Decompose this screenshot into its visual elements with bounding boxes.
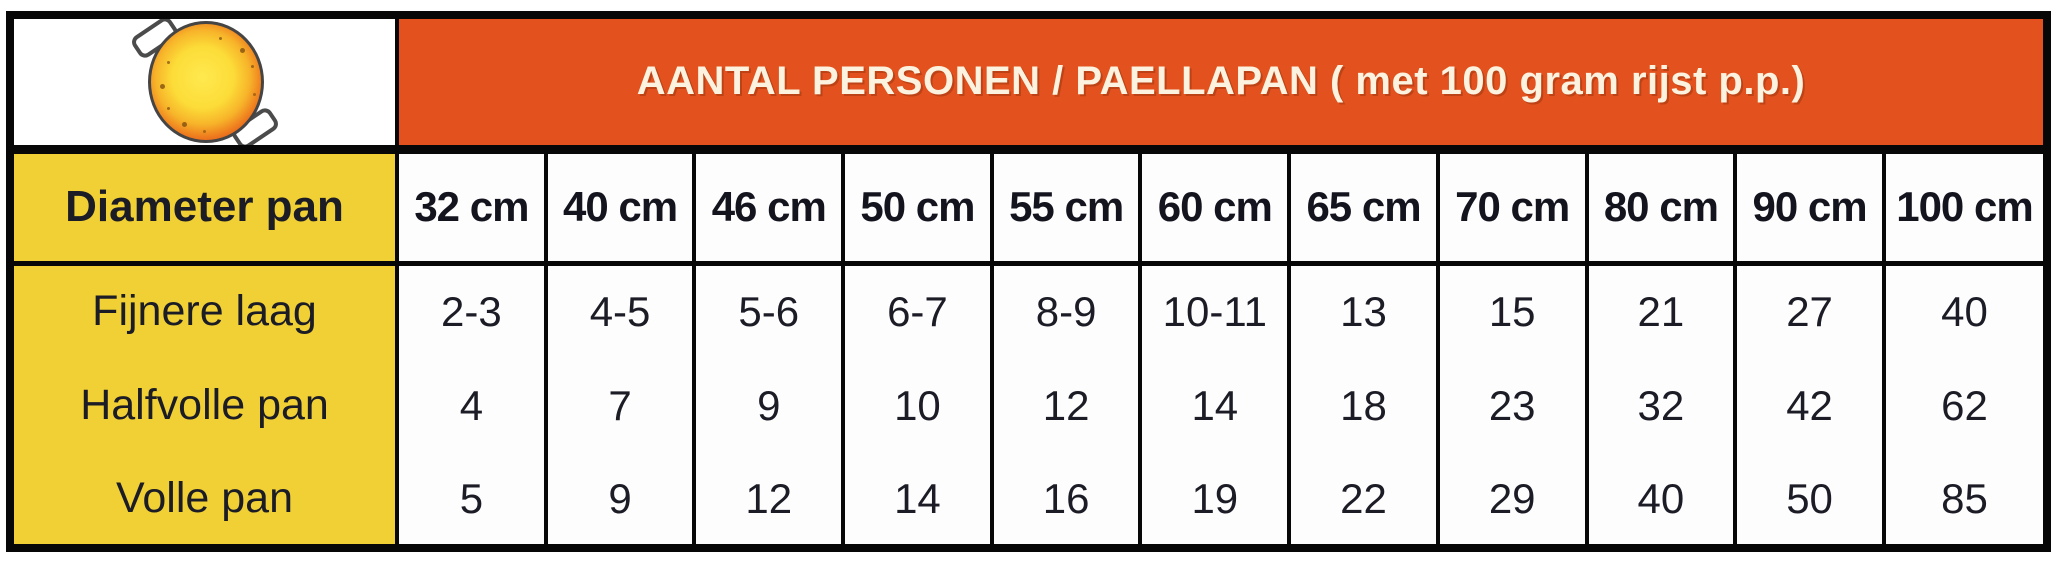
serving-cell: 9 [543, 453, 697, 550]
serving-cell: 5 [395, 453, 548, 550]
serving-cell: 16 [989, 453, 1143, 550]
col-header: 90 cm [1733, 147, 1886, 266]
serving-cell: 8-9 [989, 261, 1143, 358]
serving-cell: 14 [1138, 358, 1292, 453]
serving-cell: 10-11 [1138, 261, 1292, 358]
serving-cell: 42 [1733, 358, 1886, 453]
serving-cell: 12 [989, 358, 1143, 453]
col-header: 80 cm [1584, 147, 1738, 266]
col-header: 50 cm [841, 147, 994, 266]
col-header: 55 cm [989, 147, 1143, 266]
serving-cell: 12 [692, 453, 846, 550]
serving-cell: 85 [1881, 453, 2050, 550]
serving-cell: 19 [1138, 453, 1292, 550]
serving-cell: 62 [1881, 358, 2050, 453]
table-row-volle-pan: Volle pan 5 9 12 14 16 19 22 29 40 50 85 [7, 453, 2050, 550]
serving-cell: 2-3 [395, 261, 548, 358]
row-label: Volle pan [7, 453, 400, 550]
serving-cell: 14 [841, 453, 994, 550]
serving-cell: 40 [1584, 453, 1738, 550]
serving-cell: 4-5 [543, 261, 697, 358]
col-header: 32 cm [395, 147, 548, 266]
serving-cell: 10 [841, 358, 994, 453]
row-label: Fijnere laag [7, 261, 400, 358]
paella-pan-icon [128, 19, 281, 140]
col-header: 46 cm [692, 147, 846, 266]
table-row-halfvolle-pan: Halfvolle pan 4 7 9 10 12 14 18 23 32 42… [7, 358, 2050, 453]
serving-cell: 23 [1435, 358, 1589, 453]
pan-icon-cell [7, 13, 400, 154]
col-header: 65 cm [1287, 147, 1440, 266]
pan-rice-specks [206, 82, 211, 87]
serving-cell: 5-6 [692, 261, 846, 358]
diameter-header-row: Diameter pan 32 cm 40 cm 46 cm 50 cm 55 … [7, 147, 2050, 266]
paella-serving-table: AANTAL PERSONEN / PAELLAPAN ( met 100 gr… [6, 11, 2051, 552]
serving-cell: 15 [1435, 261, 1589, 358]
serving-cell: 18 [1287, 358, 1440, 453]
serving-cell: 6-7 [841, 261, 994, 358]
serving-cell: 22 [1287, 453, 1440, 550]
table-row-fijnere-laag: Fijnere laag 2-3 4-5 5-6 6-7 8-9 10-11 1… [7, 261, 2050, 358]
row-label: Halfvolle pan [7, 358, 400, 453]
serving-cell: 27 [1733, 261, 1886, 358]
col-header: 70 cm [1435, 147, 1589, 266]
serving-cell: 32 [1584, 358, 1738, 453]
title-row: AANTAL PERSONEN / PAELLAPAN ( met 100 gr… [7, 13, 2049, 154]
serving-cell: 21 [1584, 261, 1738, 358]
row-header-label: Diameter pan [7, 147, 400, 266]
serving-cell: 4 [395, 358, 548, 453]
serving-cell: 29 [1435, 453, 1589, 550]
col-header: 60 cm [1138, 147, 1292, 266]
serving-cell: 50 [1733, 453, 1886, 550]
serving-cell: 9 [692, 358, 846, 453]
col-header: 40 cm [543, 147, 697, 266]
pan-bowl-icon [147, 20, 264, 140]
col-header: 100 cm [1881, 147, 2050, 266]
serving-cell: 7 [543, 358, 697, 453]
serving-cell: 40 [1881, 261, 2050, 358]
table-title: AANTAL PERSONEN / PAELLAPAN ( met 100 gr… [395, 13, 2049, 154]
serving-cell: 13 [1287, 261, 1440, 358]
